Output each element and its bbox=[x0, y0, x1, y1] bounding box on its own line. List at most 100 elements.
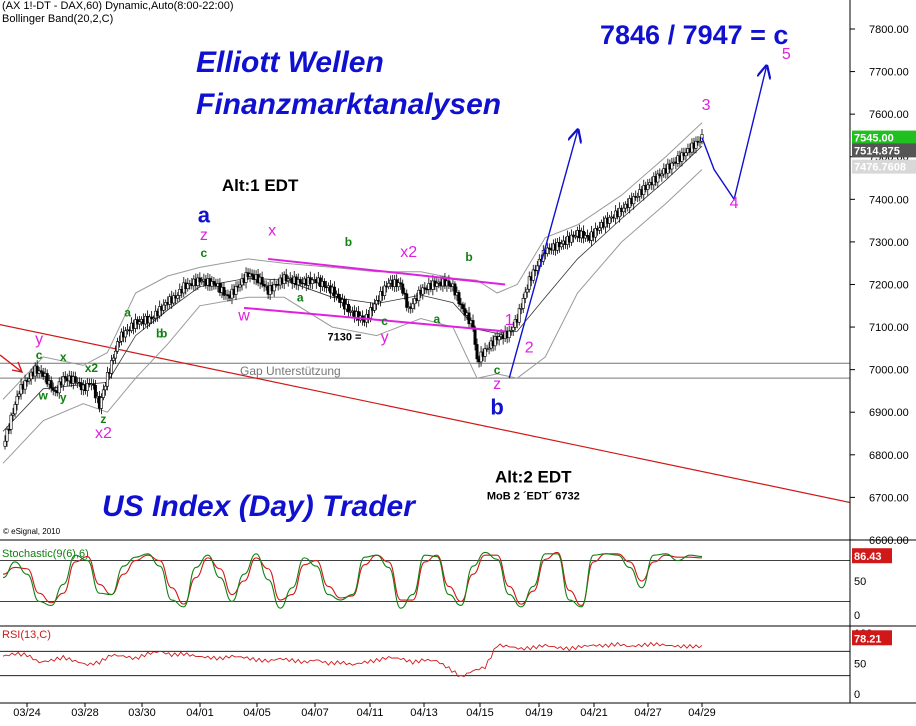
candle-body bbox=[379, 291, 383, 302]
candle-body bbox=[286, 278, 290, 281]
wave-label: MoB 2 ´EDT´ 6732 bbox=[487, 491, 580, 503]
candle-body bbox=[9, 414, 13, 430]
y-tick-label: 7100.00 bbox=[869, 322, 909, 334]
candle-body bbox=[35, 365, 39, 374]
candle-body bbox=[517, 308, 521, 323]
last-price-box bbox=[852, 130, 916, 145]
candle-body bbox=[483, 348, 487, 357]
magenta-channel-line bbox=[243, 306, 506, 333]
candle-body bbox=[461, 304, 465, 309]
x-tick-label: 04/29 bbox=[688, 707, 716, 719]
candle-body bbox=[411, 303, 415, 309]
wave-label: y bbox=[381, 329, 389, 346]
candle-body bbox=[85, 383, 89, 391]
brand-footer: US Index (Day) Trader bbox=[102, 490, 415, 523]
candle-body bbox=[105, 372, 109, 387]
upper-band-value-box-text: 7514.875 bbox=[854, 145, 900, 157]
candle-body bbox=[423, 287, 427, 290]
candle-body bbox=[684, 152, 688, 157]
candle-body bbox=[118, 340, 122, 343]
x-tick-label: 04/07 bbox=[301, 707, 329, 719]
candle-body bbox=[15, 395, 19, 405]
wave-label: y bbox=[35, 331, 43, 348]
wave-label: w bbox=[237, 308, 250, 325]
bollinger-lower-band bbox=[2, 169, 703, 464]
candle-body bbox=[479, 351, 483, 363]
candle-body bbox=[45, 373, 49, 385]
candle-body bbox=[373, 303, 377, 311]
wave-label: b bbox=[490, 394, 503, 419]
candle-body bbox=[336, 293, 340, 299]
candle-body bbox=[51, 387, 55, 391]
candle-body bbox=[401, 283, 405, 294]
candle-body bbox=[109, 360, 113, 374]
candle-body bbox=[571, 234, 575, 237]
x-tick-label: 03/28 bbox=[71, 707, 99, 719]
y-tick-label: 6700.00 bbox=[869, 492, 909, 504]
rsi-last-value: 78.21 bbox=[854, 633, 882, 645]
wave-label: b bbox=[160, 327, 167, 341]
candle-body bbox=[694, 140, 698, 149]
wave-label: x bbox=[60, 350, 67, 364]
candle-body bbox=[581, 230, 585, 239]
wave-label: c bbox=[201, 246, 208, 260]
candle-body bbox=[222, 287, 226, 296]
candle-body bbox=[573, 235, 577, 238]
candle-body bbox=[5, 428, 9, 442]
y-tick-label: 7600.00 bbox=[869, 109, 909, 121]
candle-body bbox=[656, 173, 660, 183]
candle-body bbox=[93, 384, 97, 399]
y-tick-label: 6900.00 bbox=[869, 407, 909, 419]
candle-body bbox=[176, 295, 180, 299]
candle-body bbox=[49, 380, 53, 389]
brand-title-line1: Elliott Wellen bbox=[196, 46, 384, 79]
rsi-last-box bbox=[852, 630, 892, 646]
candle-body bbox=[244, 272, 248, 283]
candle-body bbox=[463, 308, 467, 316]
candle-body bbox=[11, 413, 15, 416]
y-tick-label: 6600.00 bbox=[869, 535, 909, 547]
wave-label: z bbox=[100, 412, 106, 426]
candle-body bbox=[527, 276, 531, 290]
candle-body bbox=[375, 300, 379, 305]
wave-label: c bbox=[381, 314, 388, 328]
candle-body bbox=[680, 152, 684, 162]
candle-body bbox=[473, 328, 477, 345]
wave-label: a bbox=[198, 203, 211, 228]
y-tick-label: 7200.00 bbox=[869, 279, 909, 291]
candle-body bbox=[7, 428, 11, 431]
y-tick-label: 6800.00 bbox=[869, 450, 909, 462]
candle-body bbox=[636, 195, 640, 198]
projection-arrow bbox=[508, 131, 577, 379]
candle-body bbox=[91, 383, 95, 386]
wave-label: 3 bbox=[702, 97, 711, 114]
candle-body bbox=[493, 336, 497, 347]
x-tick-label: 04/13 bbox=[410, 707, 438, 719]
candle-body bbox=[507, 330, 511, 339]
x-tick-label: 03/30 bbox=[128, 707, 156, 719]
candle-body bbox=[509, 330, 513, 332]
brand-title-line2: Finanzmarktanalysen bbox=[196, 88, 502, 121]
candle-body bbox=[569, 234, 573, 243]
candle-body bbox=[39, 370, 43, 373]
wave-label: w bbox=[38, 388, 49, 402]
candle-body bbox=[387, 282, 391, 287]
candle-body bbox=[519, 308, 523, 310]
x-tick-label: 04/11 bbox=[357, 707, 384, 719]
bollinger-upper-band bbox=[2, 122, 703, 400]
candle-body bbox=[497, 336, 501, 341]
stochastic-k-line bbox=[2, 551, 703, 609]
candle-body bbox=[447, 280, 451, 286]
wave-label: Alt:1 EDT bbox=[222, 176, 299, 195]
candle-body bbox=[27, 378, 31, 382]
candle-body bbox=[397, 282, 401, 288]
candle-body bbox=[598, 227, 602, 231]
rsi-y-tick-label: 0 bbox=[854, 689, 860, 701]
candle-body bbox=[234, 285, 238, 295]
candle-body bbox=[73, 376, 77, 383]
candle-body bbox=[310, 279, 314, 284]
candle-body bbox=[369, 307, 373, 319]
wave-label: x2 bbox=[85, 361, 99, 375]
wave-label: y bbox=[60, 391, 67, 405]
